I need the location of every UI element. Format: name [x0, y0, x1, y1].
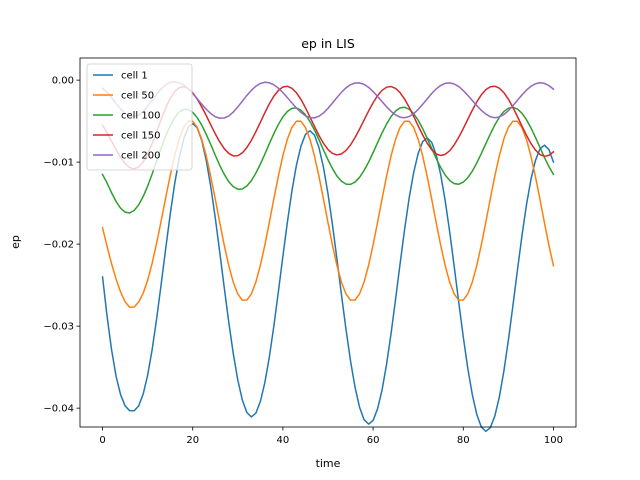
x-tick-label: 40 — [277, 435, 290, 446]
x-tick-label: 100 — [544, 435, 563, 446]
y-tick-label: −0.02 — [43, 240, 74, 251]
y-axis-label: ep — [9, 235, 22, 249]
legend-label-1: cell 1 — [121, 71, 148, 82]
legend-box — [86, 63, 193, 171]
legend-label-3: cell 100 — [121, 111, 160, 122]
x-tick-label: 80 — [457, 435, 470, 446]
legend-label-4: cell 150 — [121, 131, 160, 142]
chart-title: ep in LIS — [301, 36, 355, 51]
y-tick-label: −0.01 — [43, 158, 74, 169]
y-tick-label: −0.03 — [43, 322, 74, 333]
y-tick-label: 0.00 — [52, 76, 74, 87]
x-tick-label: 20 — [186, 435, 199, 446]
legend-label-5: cell 200 — [121, 151, 160, 162]
x-tick-label: 0 — [99, 435, 105, 446]
x-axis-label: time — [316, 457, 341, 470]
y-tick-label: −0.04 — [43, 404, 74, 415]
x-tick-label: 60 — [367, 435, 380, 446]
legend-label-2: cell 50 — [121, 91, 154, 102]
plot-frame — [79, 57, 577, 428]
y-axis: −0.04 −0.03 −0.02 −0.01 0.00 — [43, 76, 80, 415]
legend: cell 1 cell 50 cell 100 cell 150 cell 200 — [86, 63, 193, 171]
x-axis: 0 20 40 60 80 100 — [99, 427, 563, 446]
